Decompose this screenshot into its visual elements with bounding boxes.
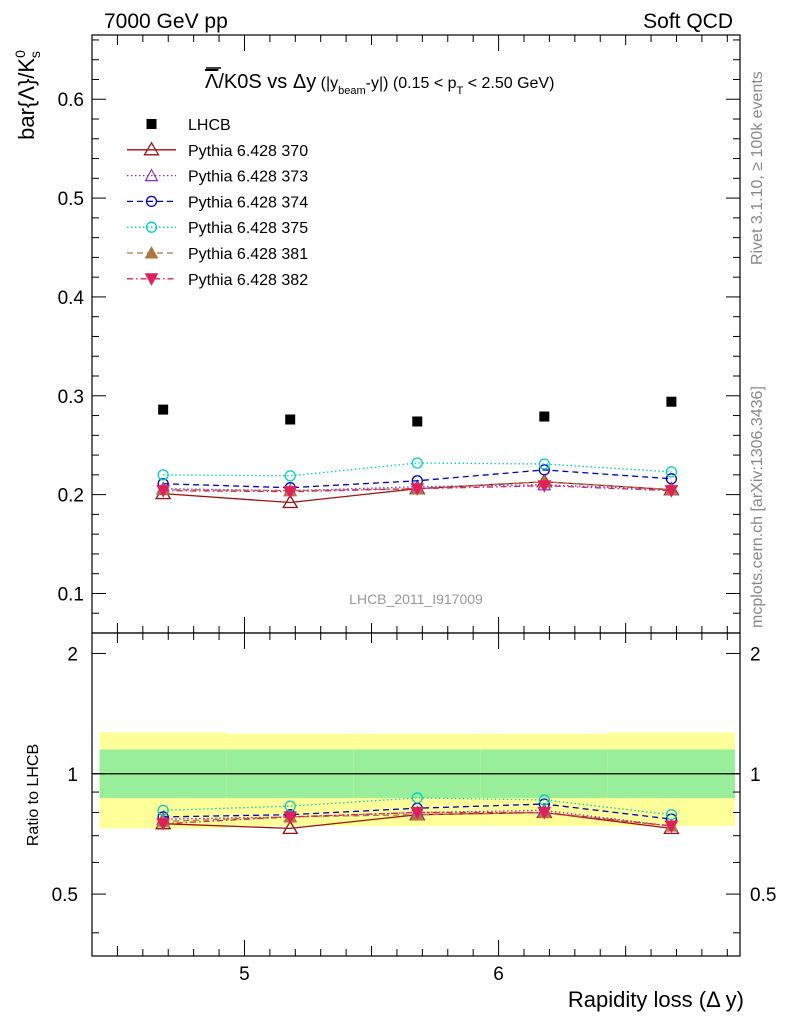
chart-title: Λ/K0S vs Δy (|ybeam-y|) (0.15 < pT < 2.5… — [205, 67, 554, 97]
legend-entry-pythia-6-428-375: Pythia 6.428 375 — [127, 220, 308, 237]
legend-entry-pythia-6-428-382: Pythia 6.428 382 — [127, 272, 308, 289]
ratio-tick-label: 1 — [67, 765, 78, 786]
ratio-tick-label-right: 2 — [750, 644, 761, 665]
ratio-tick-label-right: 0.5 — [750, 885, 776, 906]
series-point-pythia-6-428-375 — [284, 470, 296, 482]
legend-marker-pythia-6-428-373 — [144, 168, 159, 182]
ratio-y-axis-label: Ratio to LHCB — [25, 744, 42, 846]
series-point-pythia-6-428-375 — [411, 457, 423, 469]
legend-marker-pythia-6-428-374 — [145, 195, 158, 208]
side-label-rivet: Rivet 3.1.10, ≥ 100k events — [749, 71, 766, 265]
legend-label: Pythia 6.428 373 — [188, 169, 308, 186]
legend-label: Pythia 6.428 370 — [188, 143, 308, 160]
y-axis-label: bar{Λ}/K0s — [12, 50, 43, 140]
series-point-pythia-6-428-375 — [665, 466, 678, 478]
ratio-point-pythia-6-428-382 — [410, 807, 425, 820]
lhcb-data-point — [412, 416, 423, 427]
x-tick-label: 5 — [239, 964, 250, 985]
legend-label: Pythia 6.428 374 — [188, 194, 308, 211]
series-point-pythia-6-428-375 — [157, 469, 169, 481]
series-point-pythia-6-428-370 — [282, 494, 299, 509]
x-axis-label: Rapidity loss (Δ y) — [568, 987, 744, 1012]
legend-entry-pythia-6-428-373: Pythia 6.428 373 — [127, 168, 308, 186]
ratio-point-pythia-6-428-382 — [537, 807, 552, 820]
ratio-tick-label: 2 — [67, 644, 78, 665]
ratio-point-pythia-6-428-382 — [156, 818, 170, 831]
y-tick-label: 0.2 — [58, 486, 84, 507]
lhcb-data-points — [158, 396, 677, 427]
header-process-label: Soft QCD — [643, 10, 733, 33]
legend-marker-pythia-6-428-375 — [145, 221, 158, 233]
series-line-pythia-6-428-375 — [163, 462, 672, 477]
ratio-point-pythia-6-428-382 — [283, 811, 298, 824]
series-point-pythia-6-428-382 — [410, 483, 425, 496]
ratio-point-pythia-6-428-375 — [411, 792, 423, 804]
legend-entry-pythia-6-428-374: Pythia 6.428 374 — [127, 194, 308, 211]
ratio-tick-label-right: 1 — [750, 765, 761, 786]
legend: LHCB Pythia 6.428 370 Pythia 6.428 373 Pyth… — [127, 117, 308, 289]
ratio-line-pythia-6-428-373 — [163, 809, 672, 827]
legend-entry-pythia-6-428-381: Pythia 6.428 381 — [127, 245, 308, 263]
header-collision-label: 7000 GeV pp — [104, 10, 228, 33]
ratio-series-layer — [155, 792, 680, 835]
lhcb-data-point — [158, 404, 169, 415]
ratio-point-pythia-6-428-375 — [538, 794, 550, 806]
series-point-pythia-6-428-382 — [156, 485, 170, 498]
legend-label: Pythia 6.428 375 — [188, 220, 308, 237]
ratio-line-pythia-6-428-382 — [163, 811, 672, 827]
ratio-point-pythia-6-428-382 — [664, 820, 679, 834]
side-label-mcplots: mcplots.cern.ch [arXiv:1306.3436] — [749, 386, 766, 628]
y-tick-label: 0.6 — [58, 90, 84, 111]
y-tick-label: 0.4 — [58, 288, 85, 309]
y-tick-label: 0.3 — [58, 387, 84, 408]
legend-entry-pythia-6-428-370: Pythia 6.428 370 — [127, 141, 308, 160]
legend-marker-pythia-6-428-382 — [144, 273, 159, 286]
legend-label: Pythia 6.428 382 — [188, 272, 308, 289]
svg-text:Λ/K0S vs Δy (|ybeam-y|) (0.15: Λ/K0S vs Δy (|ybeam-y|) (0.15 < pT < 2.5… — [205, 71, 554, 97]
legend-label: LHCB — [188, 117, 231, 134]
x-tick-label: 6 — [493, 964, 504, 985]
ratio-tick-label: 0.5 — [52, 885, 78, 906]
legend-entry-lhcb: LHCB — [146, 117, 231, 134]
series-point-pythia-6-428-382 — [283, 486, 298, 499]
series-line-pythia-6-428-382 — [163, 485, 672, 493]
ratio-panel-frame — [91, 632, 741, 957]
lhcb-data-point — [285, 414, 296, 425]
series-point-pythia-6-428-382 — [537, 480, 552, 493]
legend-marker-pythia-6-428-381 — [144, 245, 159, 259]
main-axis-ticks: 0.1 0.2 0.3 0.4 0.5 0.6 — [58, 35, 740, 634]
analysis-watermark: LHCB_2011_I917009 — [349, 591, 483, 607]
lhcb-data-point — [666, 396, 677, 407]
series-line-pythia-6-428-374 — [163, 469, 672, 489]
series-point-pythia-6-428-382 — [664, 485, 679, 498]
legend-marker-pythia-6-428-370 — [143, 141, 160, 156]
series-point-pythia-6-428-375 — [538, 458, 550, 470]
lhcb-data-point — [539, 411, 550, 422]
y-tick-label: 0.1 — [58, 584, 84, 605]
ratio-point-pythia-6-428-370 — [282, 820, 299, 835]
ratio-axis-ticks: 5 6 0.5 0.5 1 1 2 2 — [52, 633, 776, 985]
title-lambda: Λ — [205, 71, 219, 93]
y-tick-label: 0.5 — [58, 189, 84, 210]
ratio-line-pythia-6-428-375 — [163, 797, 672, 816]
legend-marker-lhcb — [146, 119, 157, 129]
main-series-layer — [155, 457, 680, 509]
legend-label: Pythia 6.428 381 — [188, 246, 308, 263]
